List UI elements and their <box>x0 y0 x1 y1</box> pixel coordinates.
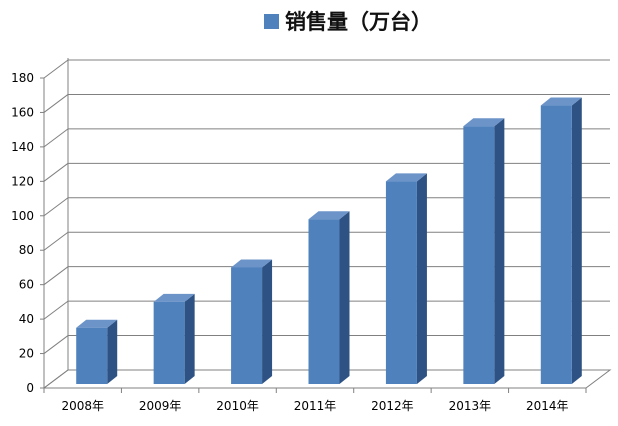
bar <box>76 327 108 384</box>
bar <box>308 219 340 384</box>
bar <box>385 181 417 384</box>
gridline-side <box>43 128 69 148</box>
y-tick-label: 120 <box>11 174 34 188</box>
bar-top <box>153 293 195 302</box>
x-tick-label: 2012年 <box>371 399 414 413</box>
bar-side <box>107 319 118 384</box>
y-tick-label: 80 <box>19 243 34 257</box>
bar <box>463 126 495 384</box>
bar-side <box>184 293 195 384</box>
bar-side <box>416 173 427 384</box>
gridline-side <box>43 59 69 79</box>
legend-swatch <box>264 13 279 29</box>
gridline-side <box>43 300 69 320</box>
gridline-side <box>43 369 69 389</box>
bar-top <box>463 118 505 127</box>
y-tick-label: 40 <box>19 312 34 326</box>
bar-side <box>494 118 505 384</box>
x-tick-label: 2013年 <box>449 399 492 413</box>
x-tick-label: 2010年 <box>216 399 259 413</box>
y-tick-label: 100 <box>11 209 34 223</box>
y-tick-label: 20 <box>19 347 34 361</box>
bar-top <box>308 211 350 220</box>
bar-side <box>262 259 273 384</box>
y-tick-label: 160 <box>11 105 34 119</box>
bar <box>540 105 572 385</box>
bar-top <box>231 259 273 268</box>
x-tick-label: 2011年 <box>294 399 337 413</box>
bar-side <box>571 97 582 385</box>
bar-top <box>540 97 582 106</box>
bar-top <box>76 319 118 328</box>
gridline-side <box>43 335 69 354</box>
legend: 销售量（万台） <box>264 6 432 36</box>
bar-top <box>385 173 427 182</box>
bar <box>153 301 185 384</box>
gridline-side <box>43 94 69 113</box>
legend-label: 销售量（万台） <box>285 10 432 34</box>
y-tick-label: 140 <box>11 140 34 154</box>
x-tick-label: 2008年 <box>61 399 104 413</box>
y-tick-label: 60 <box>19 278 34 292</box>
y-tick-label: 180 <box>11 71 34 85</box>
y-tick-label: 0 <box>26 381 34 395</box>
x-tick-label: 2014年 <box>526 399 569 413</box>
bar-side <box>339 211 350 384</box>
gridline-side <box>43 197 69 217</box>
gridline-side <box>43 266 69 286</box>
gridline-side <box>43 231 69 251</box>
gridline-side <box>43 162 69 182</box>
x-tick-label: 2009年 <box>139 399 182 413</box>
bar <box>231 267 263 384</box>
